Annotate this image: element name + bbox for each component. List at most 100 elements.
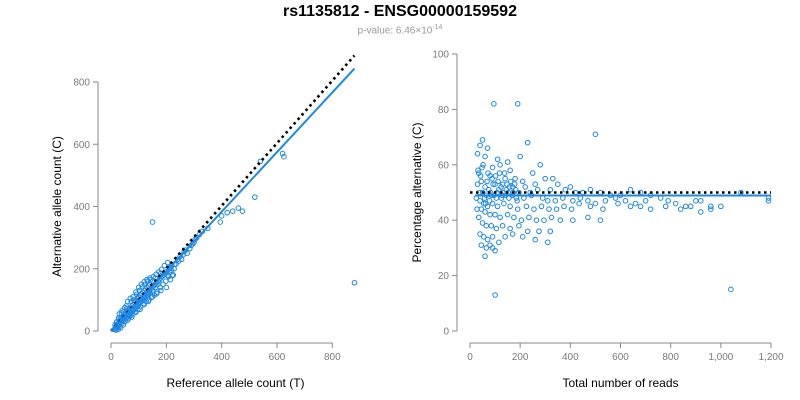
data-point bbox=[511, 214, 517, 221]
data-point bbox=[137, 306, 143, 313]
data-point bbox=[541, 217, 547, 223]
x-tick-label: 0 bbox=[108, 352, 114, 363]
data-point bbox=[252, 194, 258, 200]
data-point bbox=[501, 200, 507, 207]
data-point bbox=[486, 198, 493, 204]
data-point bbox=[494, 156, 501, 163]
data-point bbox=[478, 178, 485, 185]
data-point bbox=[718, 203, 724, 210]
data-point bbox=[567, 184, 574, 190]
data-point bbox=[692, 198, 699, 204]
data-point bbox=[647, 206, 654, 212]
x-tick-label: 600 bbox=[269, 352, 286, 363]
data-point bbox=[493, 225, 500, 232]
data-point bbox=[143, 298, 149, 305]
p-value-exponent: -14 bbox=[432, 24, 443, 31]
data-point bbox=[218, 213, 225, 219]
data-point bbox=[542, 175, 549, 182]
data-point bbox=[600, 206, 606, 212]
data-point bbox=[524, 139, 531, 146]
data-point bbox=[687, 203, 694, 210]
data-point bbox=[151, 292, 158, 299]
x-tick-label: 800 bbox=[324, 352, 341, 363]
chart-title: rs1135812 - ENSG00000159592 bbox=[283, 3, 517, 20]
data-point bbox=[477, 198, 483, 204]
data-point bbox=[475, 170, 482, 176]
data-point bbox=[682, 203, 689, 210]
data-point bbox=[483, 222, 490, 229]
data-point bbox=[585, 214, 591, 221]
data-point bbox=[507, 203, 513, 210]
data-point bbox=[130, 293, 136, 300]
data-point bbox=[516, 222, 522, 229]
data-point bbox=[479, 164, 485, 171]
data-point bbox=[517, 153, 523, 160]
data-point bbox=[184, 250, 190, 256]
data-point bbox=[557, 217, 564, 223]
data-point bbox=[553, 206, 560, 212]
y-tick-label: 20 bbox=[438, 271, 450, 282]
data-point bbox=[217, 219, 224, 225]
data-point bbox=[708, 206, 714, 212]
data-point bbox=[592, 200, 599, 207]
data-point bbox=[147, 276, 154, 283]
x-axis-title: Total number of reads bbox=[562, 376, 678, 390]
data-point bbox=[501, 170, 508, 176]
data-point bbox=[512, 186, 519, 193]
data-point bbox=[504, 211, 511, 218]
data-point bbox=[484, 236, 491, 243]
data-point bbox=[632, 200, 639, 207]
data-point bbox=[492, 211, 498, 218]
data-point bbox=[162, 270, 168, 277]
data-point bbox=[169, 272, 176, 279]
fitted-regression-line bbox=[110, 67, 356, 332]
data-point bbox=[509, 231, 516, 237]
data-point bbox=[587, 203, 594, 210]
data-point bbox=[128, 298, 134, 305]
data-point bbox=[480, 200, 487, 207]
data-point bbox=[124, 298, 131, 305]
data-point bbox=[622, 198, 629, 204]
data-point bbox=[489, 245, 496, 251]
data-point bbox=[532, 181, 539, 187]
data-point bbox=[507, 167, 513, 174]
x-tick-label: 800 bbox=[662, 352, 679, 363]
data-point bbox=[479, 220, 486, 226]
data-point bbox=[191, 239, 197, 246]
data-point bbox=[514, 101, 521, 107]
data-point bbox=[351, 279, 358, 286]
data-point bbox=[163, 284, 170, 291]
data-point bbox=[480, 234, 487, 240]
data-point bbox=[168, 267, 175, 274]
data-point bbox=[524, 228, 531, 235]
data-point bbox=[492, 292, 498, 298]
data-point bbox=[489, 200, 496, 207]
data-point bbox=[548, 214, 555, 221]
data-point bbox=[474, 150, 481, 157]
data-point bbox=[160, 281, 166, 288]
data-point bbox=[576, 200, 582, 207]
data-point bbox=[133, 291, 140, 298]
data-point bbox=[171, 265, 177, 272]
data-point bbox=[568, 206, 575, 212]
data-point bbox=[494, 203, 501, 210]
data-point bbox=[531, 206, 537, 212]
data-point bbox=[672, 200, 679, 207]
data-point bbox=[115, 326, 121, 333]
data-point bbox=[662, 203, 669, 210]
data-point bbox=[627, 203, 634, 210]
data-point bbox=[142, 281, 148, 288]
data-point bbox=[164, 259, 171, 266]
data-point bbox=[484, 178, 490, 185]
data-point bbox=[483, 245, 490, 251]
data-point bbox=[482, 253, 488, 260]
data-point bbox=[544, 239, 551, 246]
data-point bbox=[482, 209, 488, 215]
data-point bbox=[728, 286, 734, 293]
data-point bbox=[489, 175, 495, 182]
data-point bbox=[485, 170, 491, 176]
data-point bbox=[149, 219, 156, 225]
data-point bbox=[507, 225, 513, 232]
data-point bbox=[497, 214, 503, 221]
data-point bbox=[495, 178, 501, 185]
